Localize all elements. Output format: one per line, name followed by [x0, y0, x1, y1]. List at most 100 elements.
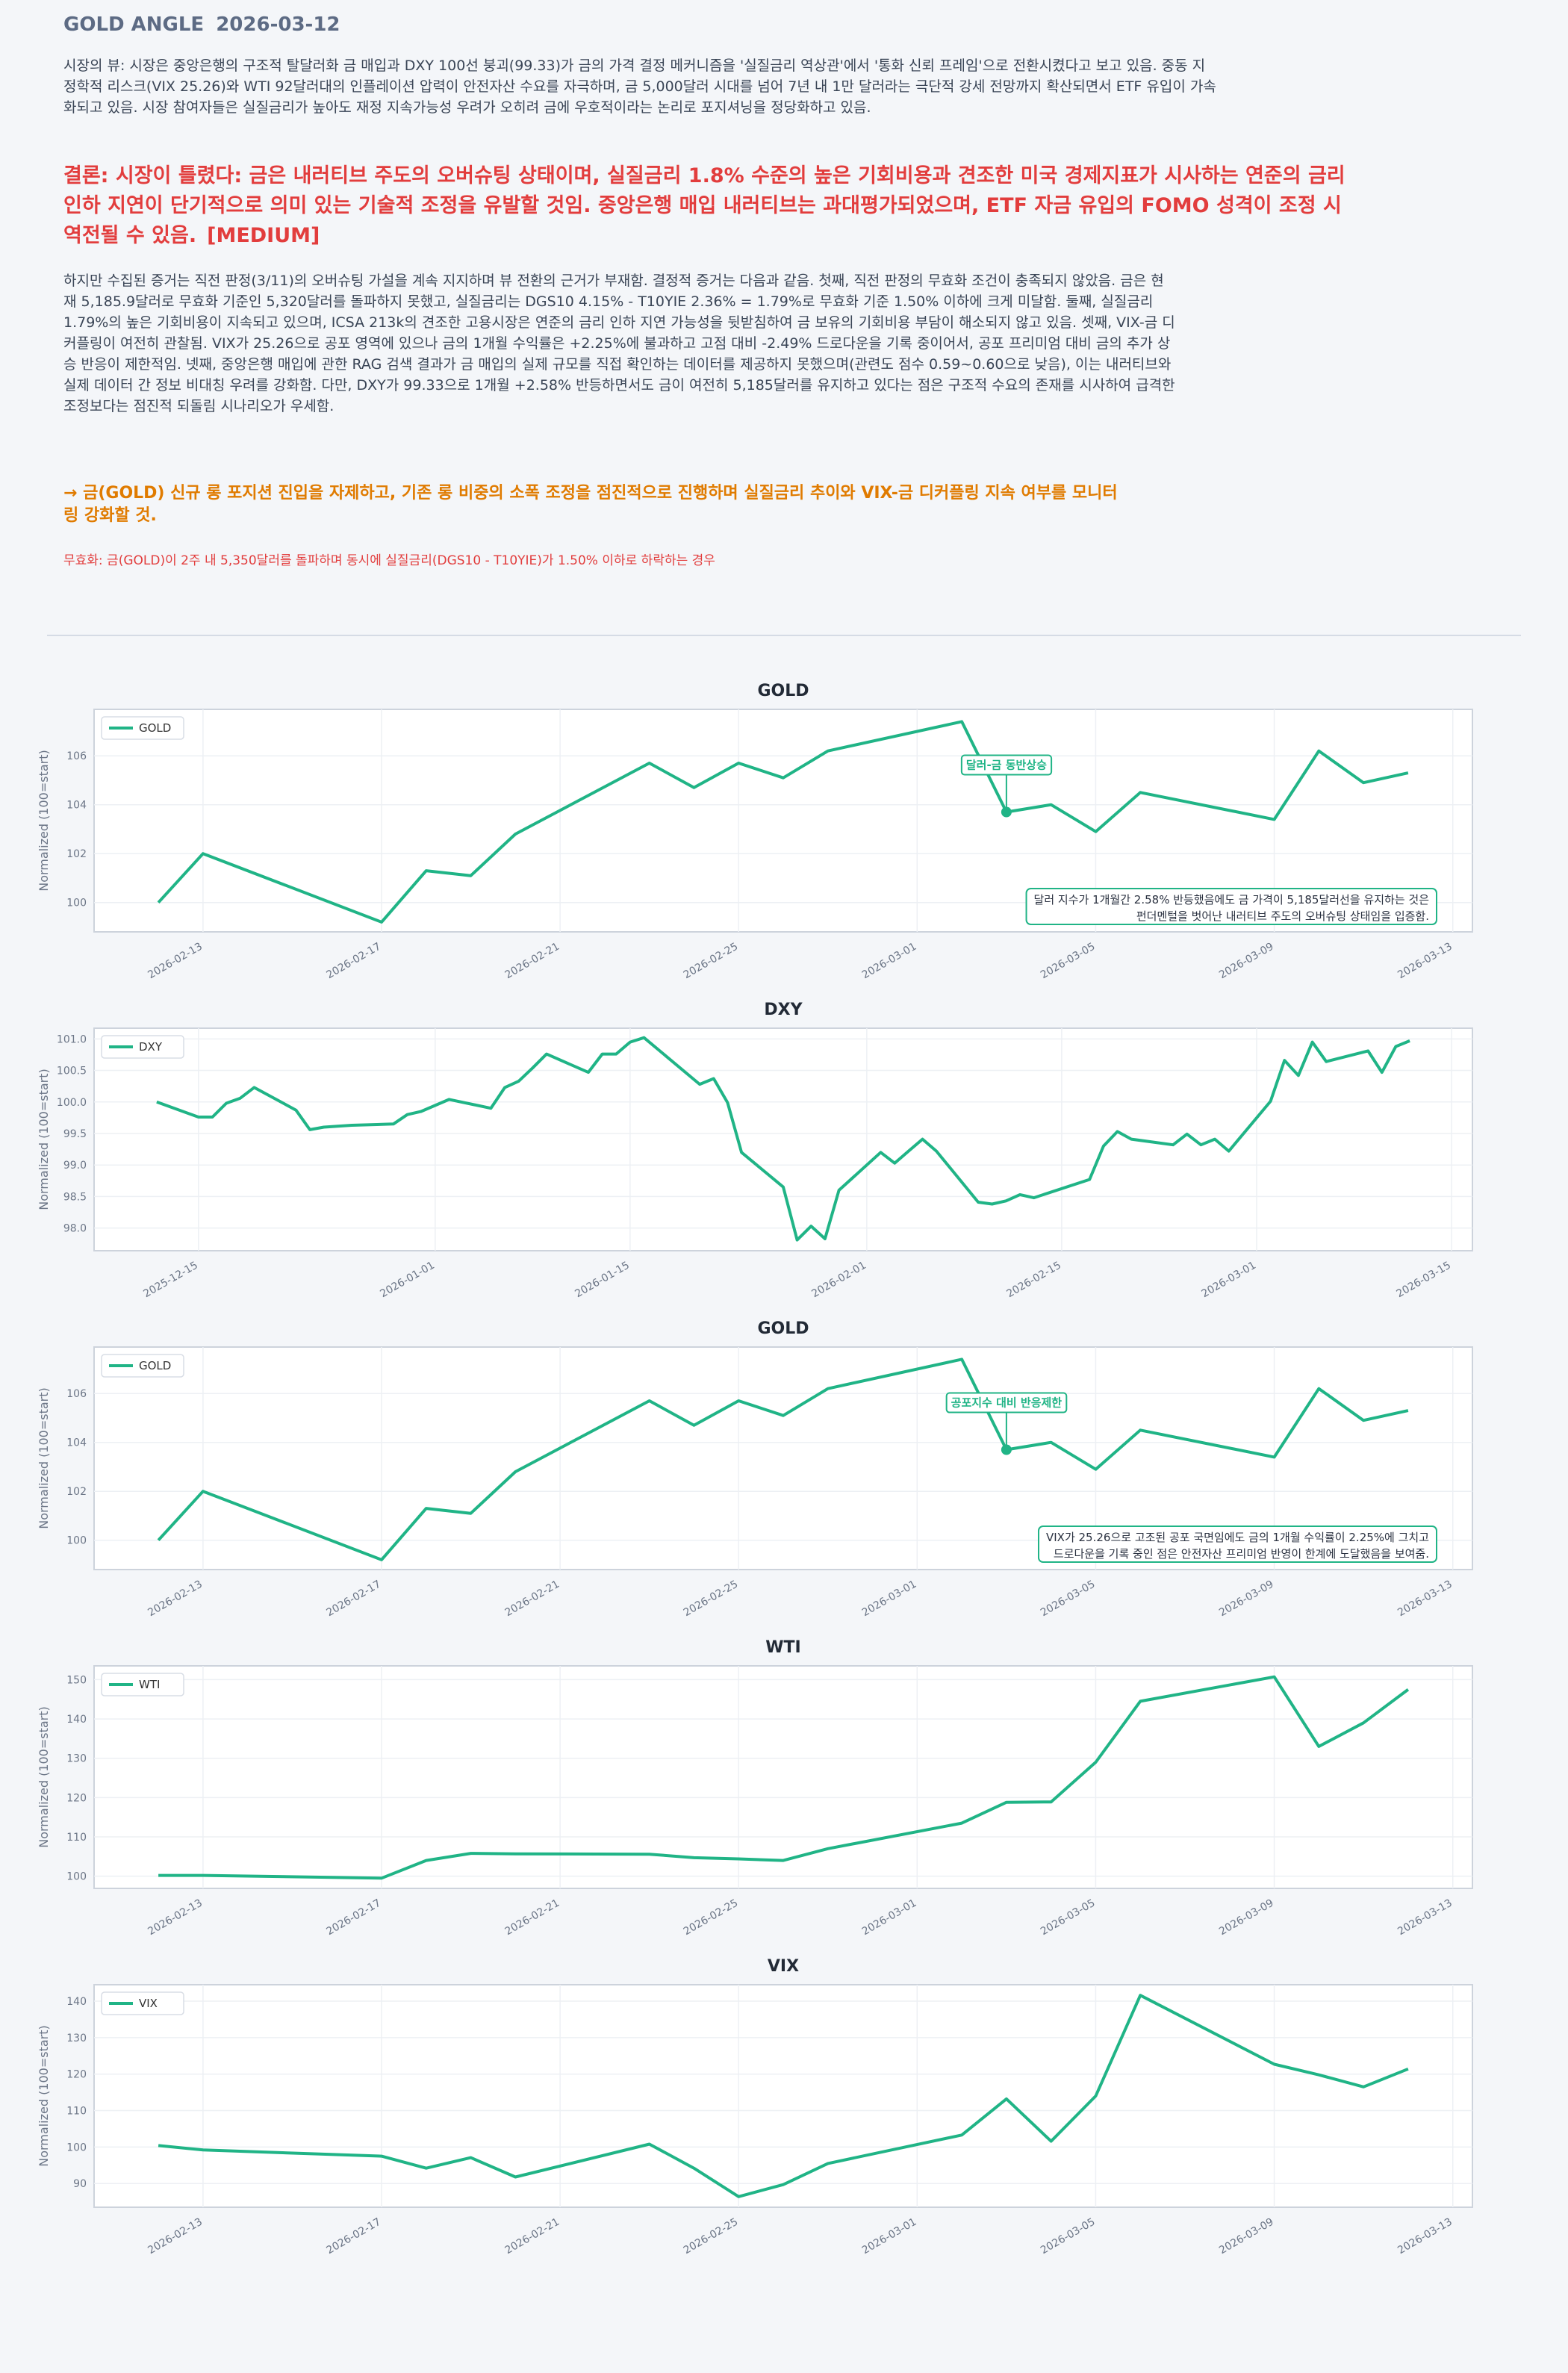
- y-tick-label: 110: [66, 1832, 87, 1844]
- x-tick-label: 2026-02-25: [682, 1897, 740, 1938]
- chart-title: GOLD: [757, 682, 809, 700]
- x-tick-label: 2026-02-21: [503, 1579, 561, 1620]
- y-tick-label: 99.5: [63, 1128, 87, 1140]
- x-tick-label: 2026-03-05: [1039, 941, 1097, 982]
- y-tick-label: 100: [66, 898, 87, 909]
- legend: VIX: [101, 1991, 184, 2015]
- legend-box: [101, 1991, 184, 2015]
- x-tick-label: 2026-01-15: [573, 1260, 631, 1301]
- chart-title: VIX: [768, 1957, 799, 1976]
- legend-box: [101, 1035, 184, 1059]
- x-tick-label: 2026-03-13: [1396, 1897, 1454, 1938]
- y-axis-label: Normalized (100=start): [37, 2025, 51, 2167]
- x-tick-label: 2026-02-21: [503, 2216, 561, 2257]
- y-tick-label: 100: [66, 2142, 87, 2153]
- y-tick-label: 110: [66, 2106, 87, 2118]
- annotation-box: [945, 1392, 1068, 1413]
- chart: WTI Normalized (100=start) 100 110 120 130 140…: [37, 1638, 1473, 1938]
- chart: GOLD Normalized (100=start) 100 102 104 106 20…: [37, 682, 1473, 982]
- plot-area: [93, 1665, 1473, 1889]
- x-tick-label: 2026-01-01: [378, 1260, 436, 1301]
- evidence: 하지만 수집된 증거는 직전 판정(3/11)의 오버슈팅 가설을 계속 지지하…: [63, 273, 1175, 414]
- legend-label: DXY: [139, 1040, 163, 1054]
- date: 2026-03-12: [216, 13, 340, 36]
- x-tick-label: 2026-03-05: [1039, 2216, 1097, 2257]
- x-tick-label: 2026-02-13: [146, 941, 204, 982]
- x-tick-label: 2026-02-25: [682, 2216, 740, 2257]
- x-tick-label: 2026-02-25: [682, 941, 740, 982]
- y-tick-label: 120: [66, 1792, 87, 1804]
- title: GOLD ANGLE: [63, 13, 205, 36]
- legend-box: [101, 1673, 184, 1696]
- chart: GOLD Normalized (100=start) 100 102 104 106 20…: [37, 1319, 1473, 1620]
- legend-box: [101, 716, 184, 740]
- legend: WTI: [101, 1673, 184, 1696]
- legend: DXY: [101, 1035, 184, 1059]
- note-line: 달러 지수가 1개월간 2.58% 반등했음에도 금 가격이 5,185달러선을…: [1034, 893, 1429, 906]
- plot-area: [93, 1027, 1473, 1251]
- series-line: [158, 1994, 1409, 2198]
- x-tick-label: 2026-03-05: [1039, 1579, 1097, 1620]
- x-tick-label: 2026-02-13: [146, 1897, 204, 1938]
- y-tick-label: 101.0: [57, 1033, 87, 1045]
- y-tick-label: 140: [66, 1996, 87, 2008]
- market-view: 시장의 뷰: 시장은 중앙은행의 구조적 탈달러화 금 매입과 DXY 100선…: [63, 57, 1216, 116]
- separator: [47, 635, 1521, 636]
- y-tick-label: 120: [66, 2069, 87, 2081]
- y-tick-label: 102: [66, 848, 87, 860]
- legend-label: VIX: [139, 1997, 158, 2010]
- y-tick-label: 104: [66, 800, 87, 812]
- legend-label: GOLD: [139, 721, 171, 735]
- header: GOLD ANGLE 2026-03-12: [63, 13, 340, 36]
- y-tick-label: 130: [66, 2033, 87, 2044]
- y-tick-label: 102: [66, 1486, 87, 1498]
- x-tick-label: 2026-03-01: [860, 1579, 918, 1620]
- x-tick-label: 2026-02-17: [325, 1897, 383, 1938]
- x-tick-label: 2026-03-09: [1217, 2216, 1275, 2257]
- y-tick-label: 100.0: [57, 1097, 87, 1109]
- x-tick-label: 2026-02-21: [503, 1897, 561, 1938]
- legend-label: GOLD: [139, 1359, 171, 1372]
- action: → 금(GOLD) 신규 롱 포지션 진입을 자제하고, 기존 롱 비중의 소폭…: [63, 484, 1118, 525]
- series-line: [156, 1036, 1410, 1242]
- y-axis-label: Normalized (100=start): [37, 1069, 51, 1210]
- y-tick-label: 106: [66, 750, 87, 762]
- plot-area: [93, 1984, 1473, 2208]
- x-tick-label: 2026-02-17: [325, 2216, 383, 2257]
- x-tick-label: 2026-02-15: [1004, 1260, 1063, 1301]
- note-line: VIX가 25.26으로 고조된 공포 국면임에도 금의 1개월 수익률이 2.…: [1046, 1531, 1429, 1544]
- annotation-point: [1001, 806, 1012, 818]
- annotation-point: [1001, 1444, 1012, 1455]
- annotation-label: 공포지수 대비 반응제한: [951, 1396, 1063, 1410]
- x-tick-label: 2026-02-13: [146, 2216, 204, 2257]
- series-line: [157, 720, 1409, 924]
- chart-title: WTI: [765, 1638, 800, 1657]
- note-box: [1037, 1526, 1437, 1563]
- y-tick-label: 100: [66, 1871, 87, 1883]
- chart: VIX Normalized (100=start) 90 100 110 120 130 1…: [37, 1957, 1473, 2257]
- x-tick-label: 2026-02-17: [325, 941, 383, 982]
- x-tick-label: 2026-03-09: [1217, 941, 1275, 982]
- x-tick-label: 2026-03-13: [1396, 1579, 1454, 1620]
- y-axis-label: Normalized (100=start): [37, 750, 51, 892]
- legend: GOLD: [101, 1354, 184, 1378]
- x-tick-label: 2026-03-09: [1217, 1579, 1275, 1620]
- x-tick-label: 2026-03-05: [1039, 1897, 1097, 1938]
- x-tick-label: 2026-02-25: [682, 1579, 740, 1620]
- y-tick-label: 98.0: [63, 1223, 87, 1235]
- y-axis-label: Normalized (100=start): [37, 1706, 51, 1848]
- y-tick-label: 90: [73, 2178, 87, 2190]
- y-tick-label: 100: [66, 1535, 87, 1547]
- y-tick-label: 106: [66, 1388, 87, 1400]
- invalidation: 무효화: 금(GOLD)이 2주 내 5,350달러를 돌파하며 동시에 실질금…: [63, 553, 715, 568]
- y-tick-label: 130: [66, 1753, 87, 1765]
- x-tick-label: 2026-03-01: [860, 2216, 918, 2257]
- y-axis-label: Normalized (100=start): [37, 1387, 51, 1529]
- legend-label: WTI: [139, 1678, 160, 1691]
- y-tick-label: 98.5: [63, 1191, 87, 1203]
- annotation-box: [960, 754, 1053, 776]
- x-tick-label: 2026-02-01: [809, 1260, 868, 1301]
- note-line: 드로다운을 기록 중인 점은 안전자산 프리미엄 반영이 한계에 도달했음을 보…: [1054, 1547, 1429, 1561]
- series-line: [157, 1357, 1409, 1561]
